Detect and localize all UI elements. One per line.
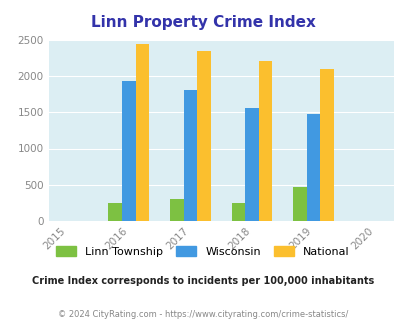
Bar <box>231 203 245 221</box>
Text: Linn Property Crime Index: Linn Property Crime Index <box>90 15 315 30</box>
Bar <box>183 90 197 221</box>
Bar <box>258 61 272 221</box>
Bar <box>197 51 210 221</box>
Bar <box>135 44 149 221</box>
Bar <box>293 187 306 221</box>
Bar <box>170 199 183 221</box>
Bar <box>320 69 333 221</box>
Bar <box>122 81 135 221</box>
Text: Crime Index corresponds to incidents per 100,000 inhabitants: Crime Index corresponds to incidents per… <box>32 276 373 286</box>
Bar <box>245 108 258 221</box>
Bar <box>108 203 122 221</box>
Bar <box>306 114 320 221</box>
Text: © 2024 CityRating.com - https://www.cityrating.com/crime-statistics/: © 2024 CityRating.com - https://www.city… <box>58 310 347 319</box>
Legend: Linn Township, Wisconsin, National: Linn Township, Wisconsin, National <box>51 242 354 261</box>
